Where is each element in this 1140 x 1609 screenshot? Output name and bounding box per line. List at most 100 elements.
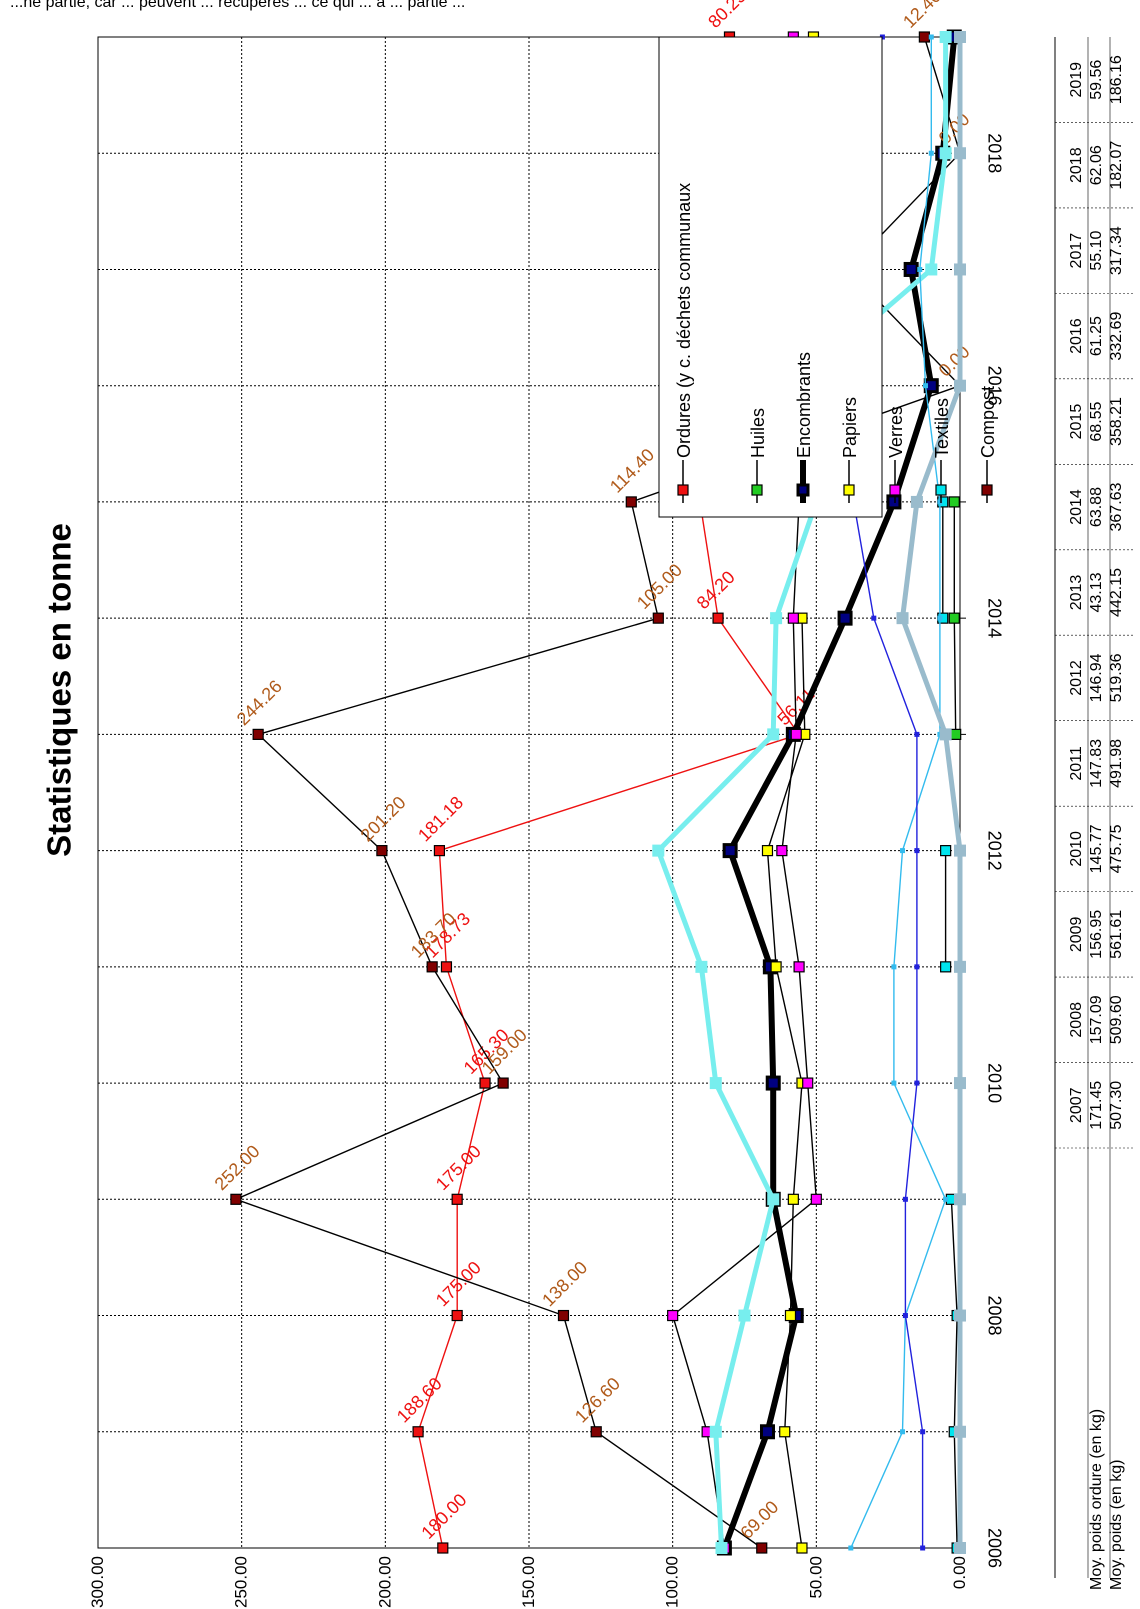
table-value: 59.56 — [1088, 60, 1105, 100]
data-point — [910, 495, 923, 508]
data-point — [738, 1309, 751, 1322]
data-point — [451, 1193, 463, 1205]
data-point — [937, 615, 943, 621]
table-year: 2008 — [1068, 1002, 1085, 1038]
legend-swatch-marker — [843, 484, 855, 496]
data-point — [900, 848, 906, 854]
table-value: 186.16 — [1108, 55, 1125, 104]
table-value: 561.61 — [1108, 910, 1125, 959]
data-label: 114.40 — [606, 445, 658, 497]
data-point — [914, 964, 920, 970]
data-point — [954, 1309, 966, 1322]
data-point — [896, 612, 909, 625]
data-point — [939, 31, 952, 43]
data-point — [765, 1075, 781, 1091]
data-point — [810, 1193, 822, 1205]
legend-swatch-marker — [981, 484, 993, 496]
category-tick-label: 2010 — [984, 1063, 1004, 1103]
table-row-label: Moy. poids (en kg) — [1108, 1460, 1125, 1590]
data-point — [948, 612, 960, 624]
legend-label: Encombrants — [794, 352, 814, 458]
table-value: 61.25 — [1088, 316, 1105, 356]
data-label: 244.26 — [233, 676, 286, 729]
series-line — [900, 37, 963, 1548]
category-tick-label: 2006 — [984, 1528, 1004, 1568]
table-value: 332.69 — [1108, 312, 1125, 361]
category-tick-label: 2012 — [984, 831, 1004, 871]
data-label: 188.60 — [393, 1374, 446, 1427]
data-point — [848, 1545, 854, 1551]
data-label: 180.00 — [417, 1490, 470, 1543]
data-point — [954, 147, 966, 160]
data-point — [761, 845, 774, 857]
data-table: 2007 171.45 507.30 2008 157.09 509.60 2009 156.… — [1054, 37, 1135, 1590]
data-point — [914, 1080, 920, 1086]
table-value: 157.09 — [1088, 995, 1105, 1044]
data-point — [590, 1426, 602, 1438]
data-point — [954, 1542, 966, 1554]
data-point — [954, 263, 966, 276]
data-point — [709, 1077, 722, 1090]
table-value: 509.60 — [1108, 995, 1125, 1044]
data-point — [802, 1077, 814, 1089]
data-point — [943, 1196, 949, 1202]
data-point — [667, 1309, 679, 1322]
table-value: 68.55 — [1088, 401, 1105, 441]
table-value: 475.75 — [1108, 824, 1125, 873]
data-point — [779, 1426, 791, 1438]
table-value: 519.36 — [1108, 653, 1125, 702]
value-tick-label: 250.00 — [232, 1556, 251, 1608]
table-year: 2018 — [1068, 147, 1085, 183]
legend-swatch-marker — [889, 484, 901, 496]
data-point — [715, 1542, 728, 1554]
value-tick-label: 200.00 — [375, 1556, 394, 1608]
data-point — [787, 1193, 799, 1205]
data-point — [900, 1429, 906, 1435]
data-point — [954, 960, 966, 973]
data-point — [902, 1196, 908, 1202]
table-year: 2015 — [1068, 404, 1085, 440]
table-year: 2013 — [1068, 575, 1085, 611]
series-10 — [896, 31, 966, 1554]
table-value: 358.21 — [1108, 397, 1125, 446]
data-point — [950, 728, 962, 740]
data-point — [918, 31, 930, 43]
table-year: 2012 — [1068, 660, 1085, 696]
table-year: 2016 — [1068, 318, 1085, 354]
data-point — [252, 728, 264, 740]
data-point — [652, 612, 664, 624]
table-year: 2010 — [1068, 831, 1085, 867]
table-value: 507.30 — [1108, 1081, 1125, 1130]
table-year: 2011 — [1068, 746, 1085, 781]
legend-label: Ordures (y c. déchets communaux — [674, 183, 694, 458]
data-point — [770, 961, 782, 973]
value-tick-label: 150.00 — [519, 1556, 538, 1608]
data-label: 175.00 — [432, 1141, 485, 1194]
table-value: 43.13 — [1088, 572, 1105, 612]
data-point — [426, 961, 438, 973]
data-point — [928, 34, 934, 40]
data-point — [776, 845, 788, 857]
category-tick-label: 2018 — [984, 133, 1004, 173]
data-point — [759, 1424, 775, 1440]
data-point — [871, 615, 877, 621]
chart-title: Statistiques en tonne — [41, 523, 78, 857]
data-point — [903, 261, 919, 277]
table-row-label: Moy. poids ordure (en kg) — [1088, 1409, 1105, 1590]
data-point — [928, 150, 934, 156]
data-point — [920, 1429, 926, 1435]
table-year: 2019 — [1068, 62, 1085, 98]
data-point — [709, 1425, 722, 1438]
data-point — [925, 263, 938, 276]
data-point — [784, 1309, 797, 1322]
data-label: 105.00 — [633, 560, 686, 613]
legend-label: Textiles — [932, 398, 952, 458]
value-tick-label: 0.00 — [950, 1556, 969, 1589]
series-line — [850, 37, 947, 1549]
table-value: 171.45 — [1088, 1081, 1105, 1130]
data-point — [497, 1077, 509, 1089]
clipped-header-text: ...ne partie, car ... peuvent ... récupé… — [10, 0, 466, 11]
data-point — [712, 612, 724, 624]
data-point — [954, 379, 966, 392]
